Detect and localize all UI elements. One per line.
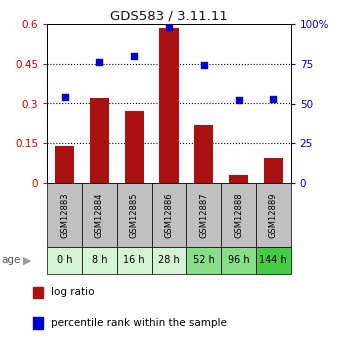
Point [131, 53, 137, 59]
Text: 144 h: 144 h [260, 256, 287, 265]
Bar [55, 146, 74, 183]
Point [271, 96, 276, 101]
Text: 0 h: 0 h [57, 256, 72, 265]
Text: log ratio: log ratio [51, 287, 95, 297]
Text: GSM12886: GSM12886 [165, 192, 173, 238]
Text: age: age [2, 256, 21, 265]
Text: 28 h: 28 h [158, 256, 180, 265]
Bar [47, 247, 82, 274]
Text: GSM12887: GSM12887 [199, 192, 208, 238]
Bar [47, 183, 82, 247]
Text: percentile rank within the sample: percentile rank within the sample [51, 318, 227, 328]
Bar [264, 158, 283, 183]
Bar [186, 247, 221, 274]
Text: GSM12889: GSM12889 [269, 192, 278, 237]
Bar [160, 28, 178, 183]
Text: 52 h: 52 h [193, 256, 215, 265]
Text: ▶: ▶ [23, 256, 31, 265]
Text: 8 h: 8 h [92, 256, 107, 265]
Bar [82, 247, 117, 274]
Bar [256, 247, 291, 274]
Bar [117, 247, 152, 274]
Title: GDS583 / 3.11.11: GDS583 / 3.11.11 [110, 10, 228, 23]
Text: 16 h: 16 h [123, 256, 145, 265]
Bar [221, 183, 256, 247]
Text: GSM12884: GSM12884 [95, 192, 104, 237]
Point [166, 24, 172, 30]
Bar [194, 125, 213, 183]
Text: 96 h: 96 h [228, 256, 249, 265]
Bar [33, 287, 44, 298]
Bar [33, 317, 44, 329]
Bar [90, 98, 109, 183]
Point [201, 63, 207, 68]
Bar [125, 111, 144, 183]
Bar [256, 183, 291, 247]
Bar [229, 175, 248, 183]
Bar [82, 183, 117, 247]
Bar [117, 183, 152, 247]
Point [236, 98, 241, 103]
Bar [152, 247, 186, 274]
Point [97, 59, 102, 65]
Bar [221, 247, 256, 274]
Point [62, 95, 67, 100]
Text: GSM12885: GSM12885 [130, 192, 139, 237]
Text: GSM12888: GSM12888 [234, 192, 243, 238]
Bar [186, 183, 221, 247]
Bar [152, 183, 186, 247]
Text: GSM12883: GSM12883 [60, 192, 69, 238]
